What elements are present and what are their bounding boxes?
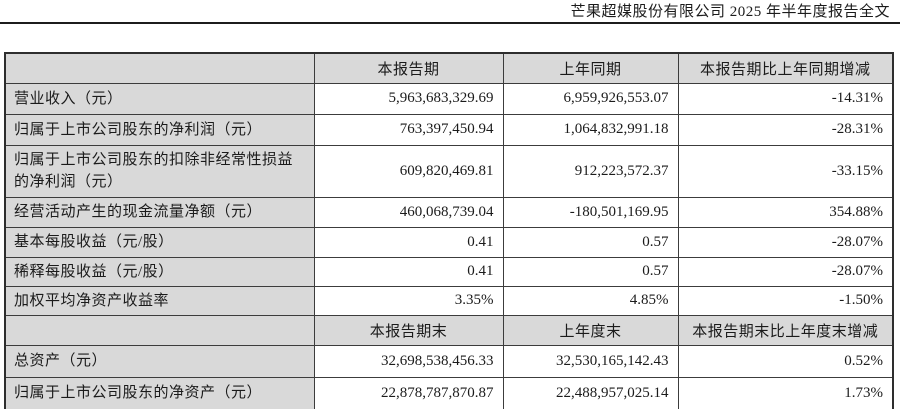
row-label: 营业收入（元）	[4, 82, 315, 115]
col-header-period-end: 本报告期末	[313, 314, 504, 346]
row-label: 稀释每股收益（元/股）	[4, 256, 315, 287]
value-change: -28.07%	[677, 256, 894, 287]
table-row-net-assets: 归属于上市公司股东的净资产（元） 22,878,787,870.87 22,48…	[4, 376, 894, 409]
value-change: -28.07%	[677, 226, 894, 258]
value-change: 0.52%	[677, 344, 894, 378]
value-change: -1.50%	[677, 285, 894, 316]
col-header-current-period: 本报告期	[313, 52, 504, 84]
value-prior-period: 32,530,165,142.43	[502, 344, 679, 378]
value-change: -14.31%	[677, 82, 894, 115]
title-divider	[0, 22, 900, 24]
empty-corner-cell	[4, 314, 315, 346]
value-current-period: 460,068,739.04	[313, 196, 504, 228]
value-prior-period: 0.57	[502, 256, 679, 287]
value-prior-period: 6,959,926,553.07	[502, 82, 679, 115]
value-change: 354.88%	[677, 196, 894, 228]
row-label: 归属于上市公司股东的净利润（元）	[4, 113, 315, 146]
value-prior-period: -180,501,169.95	[502, 196, 679, 228]
col-header-prior-period: 上年同期	[502, 52, 679, 84]
value-change: 1.73%	[677, 376, 894, 409]
table-row-operating-cash-flow: 经营活动产生的现金流量净额（元） 460,068,739.04 -180,501…	[4, 196, 894, 228]
table-row-diluted-eps: 稀释每股收益（元/股） 0.41 0.57 -28.07%	[4, 256, 894, 287]
row-label: 基本每股收益（元/股）	[4, 226, 315, 258]
value-current-period: 609,820,469.81	[313, 144, 504, 198]
table-row-total-assets: 总资产（元） 32,698,538,456.33 32,530,165,142.…	[4, 344, 894, 378]
value-prior-period: 1,064,832,991.18	[502, 113, 679, 146]
period-header-row: 本报告期 上年同期 本报告期比上年同期增减	[4, 52, 894, 84]
empty-corner-cell	[4, 52, 315, 84]
value-prior-period: 4.85%	[502, 285, 679, 316]
value-current-period: 5,963,683,329.69	[313, 82, 504, 115]
table-row-net-profit-after-nonrecurring: 归属于上市公司股东的扣除非经常性损益的净利润（元） 609,820,469.81…	[4, 144, 894, 198]
value-current-period: 32,698,538,456.33	[313, 344, 504, 378]
report-title: 芒果超媒股份有限公司 2025 年半年度报告全文	[570, 4, 890, 20]
value-current-period: 22,878,787,870.87	[313, 376, 504, 409]
row-label: 归属于上市公司股东的扣除非经常性损益的净利润（元）	[4, 144, 315, 198]
col-header-period-change: 本报告期比上年同期增减	[677, 52, 894, 84]
value-prior-period: 912,223,572.37	[502, 144, 679, 198]
report-page: 芒果超媒股份有限公司 2025 年半年度报告全文 本报告期 上年同期 本报告期比…	[0, 3, 900, 409]
value-current-period: 763,397,450.94	[313, 113, 504, 146]
col-header-prior-year-end: 上年度末	[502, 314, 679, 346]
value-current-period: 0.41	[313, 256, 504, 287]
row-label: 总资产（元）	[4, 344, 315, 378]
financial-summary-table: 本报告期 上年同期 本报告期比上年同期增减 营业收入（元） 5,963,683,…	[4, 52, 894, 409]
table-row-net-profit: 归属于上市公司股东的净利润（元） 763,397,450.94 1,064,83…	[4, 113, 894, 146]
table-row-weighted-avg-roe: 加权平均净资产收益率 3.35% 4.85% -1.50%	[4, 285, 894, 316]
value-current-period: 3.35%	[313, 285, 504, 316]
table-row-operating-revenue: 营业收入（元） 5,963,683,329.69 6,959,926,553.0…	[4, 82, 894, 115]
row-label: 加权平均净资产收益率	[4, 285, 315, 316]
row-label: 经营活动产生的现金流量净额（元）	[4, 196, 315, 228]
value-change: -33.15%	[677, 144, 894, 198]
value-prior-period: 22,488,957,025.14	[502, 376, 679, 409]
table-row-basic-eps: 基本每股收益（元/股） 0.41 0.57 -28.07%	[4, 226, 894, 258]
value-change: -28.31%	[677, 113, 894, 146]
period-end-header-row: 本报告期末 上年度末 本报告期末比上年度末增减	[4, 314, 894, 346]
row-label: 归属于上市公司股东的净资产（元）	[4, 376, 315, 409]
value-current-period: 0.41	[313, 226, 504, 258]
col-header-period-end-change: 本报告期末比上年度末增减	[677, 314, 894, 346]
value-prior-period: 0.57	[502, 226, 679, 258]
